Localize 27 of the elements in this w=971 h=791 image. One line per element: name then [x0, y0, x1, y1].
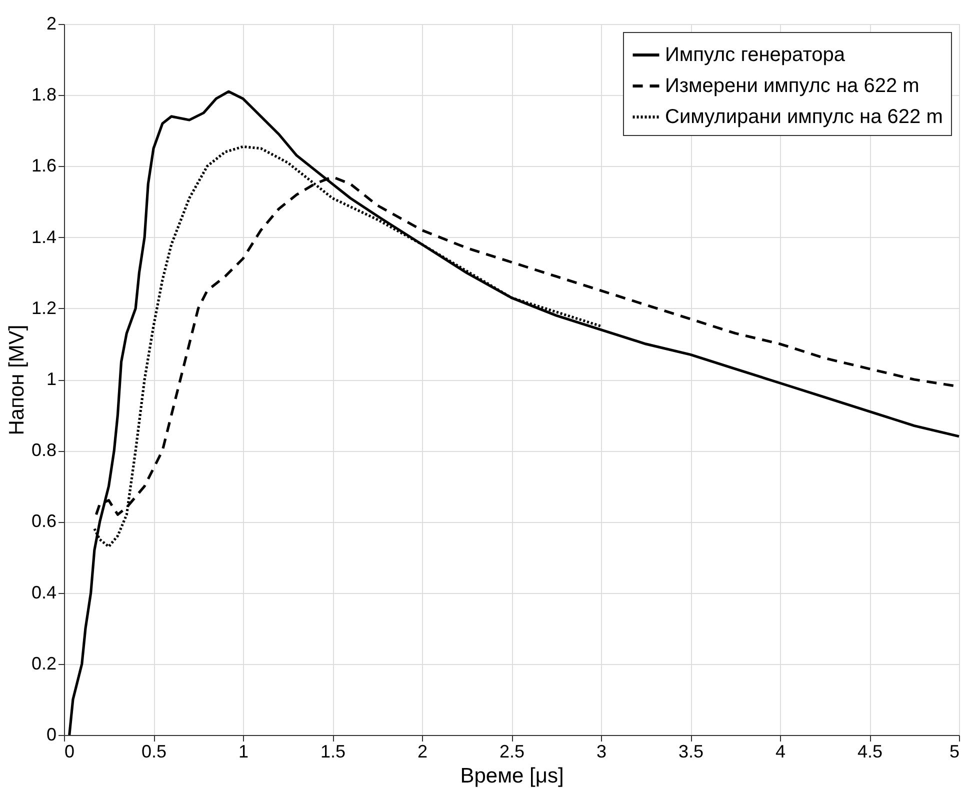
y-tick-label: 2	[46, 14, 56, 34]
y-tick-label: 0	[46, 724, 56, 744]
legend-label: Измерени импулс на 622 m	[665, 75, 920, 97]
x-tick-label: 3	[596, 742, 607, 762]
x-tick-label: 4.5	[857, 742, 883, 762]
x-tick-label: 2.5	[499, 742, 525, 762]
x-tick-label: 1	[238, 742, 249, 762]
y-tick-label: 0.6	[31, 511, 56, 532]
y-tick-label: 1.4	[31, 226, 56, 247]
y-tick-label: 1.2	[31, 298, 56, 318]
x-tick-label: 0	[64, 742, 75, 762]
legend-label: Импулс генератора	[665, 44, 846, 66]
y-tick-label: 0.2	[31, 653, 56, 674]
y-axis-title: Напон [MV]	[5, 324, 28, 436]
y-tick-label: 1.6	[31, 156, 56, 176]
x-tick-label: 4	[775, 742, 786, 762]
x-tick-label: 2	[417, 742, 428, 762]
y-tick-label: 0.8	[31, 440, 56, 460]
x-axis-title: Време [μs]	[460, 764, 564, 788]
y-tick-label: 1	[46, 369, 56, 389]
y-tick-label: 1.8	[31, 84, 56, 105]
x-tick-label: 5	[949, 742, 960, 762]
x-tick-label: 1.5	[320, 742, 346, 762]
y-tick-label: 0.4	[31, 582, 56, 602]
x-tick-label: 3.5	[678, 742, 704, 762]
legend-label: Симулирани импулс на 622 m	[665, 106, 943, 128]
x-tick-label: 0.5	[141, 742, 167, 762]
